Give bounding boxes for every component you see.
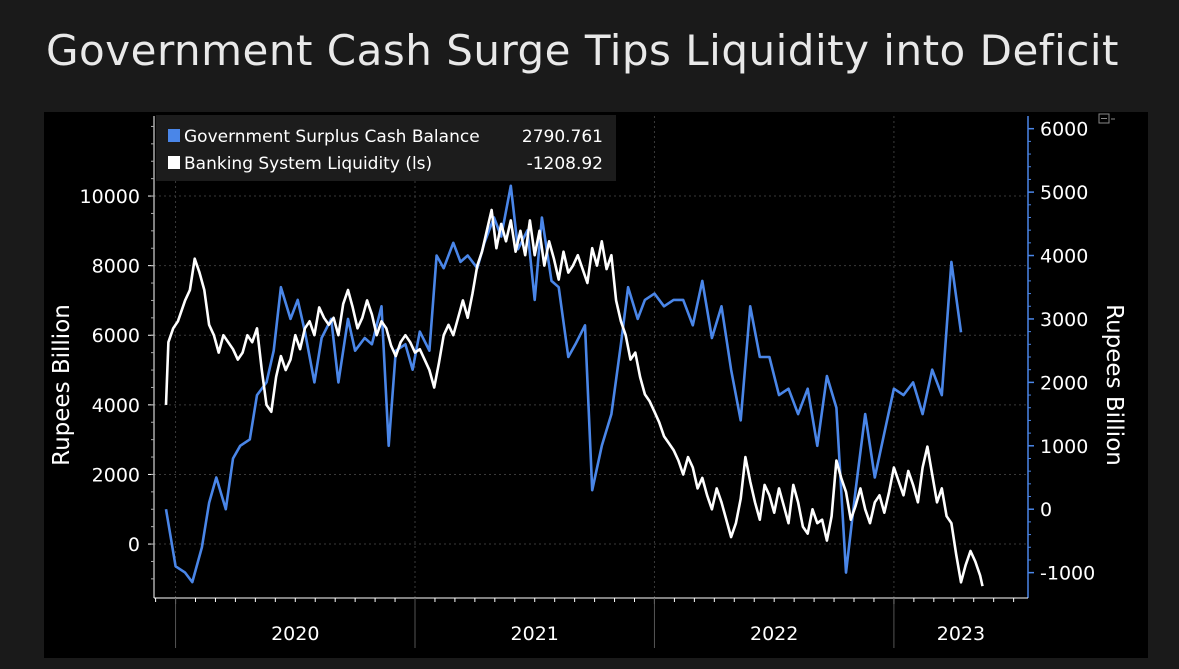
- left-tick-label: 2000: [92, 464, 140, 486]
- gridlines: [154, 116, 1028, 598]
- series-line-banking-system-liquidity: [164, 208, 984, 587]
- series-line-government-surplus-cash-balance: [164, 184, 963, 584]
- left-tick-label: 0: [128, 534, 140, 556]
- right-tick-label: 3000: [1040, 309, 1088, 331]
- left-tick-label: 8000: [92, 256, 140, 278]
- right-tick-label: 4000: [1040, 246, 1088, 268]
- right-tick-label: 5000: [1040, 182, 1088, 204]
- left-tick-label: 4000: [92, 395, 140, 417]
- axes: [153, 116, 1029, 604]
- left-axis-ticks: 10000 8000 6000 4000 2000 0: [80, 125, 154, 580]
- legend-label-government-surplus-cash-balance: Government Surplus Cash Balance: [184, 127, 480, 147]
- legend-value-government-surplus-cash-balance: 2790.761: [522, 127, 603, 147]
- left-tick-label: 6000: [92, 325, 140, 347]
- x-axis-year-label: 2020: [271, 623, 319, 645]
- y-axis-left-label: Rupees Billion: [49, 304, 75, 466]
- legend-background: [156, 115, 616, 181]
- legend-label-banking-system-liquidity: Banking System Liquidity (ls): [184, 154, 432, 174]
- x-axis-year-label: 2021: [511, 623, 559, 645]
- legend-swatch-banking-system-liquidity: [168, 156, 180, 169]
- x-axis-year-label: 2022: [750, 623, 798, 645]
- right-tick-label: 2000: [1040, 372, 1088, 394]
- left-tick-label: 10000: [80, 186, 140, 208]
- x-axis-years: 2020 2021 2022 2023: [175, 598, 985, 648]
- right-axis-ticks: 6000 5000 4000 3000 2000 1000 0 -1000: [1028, 119, 1095, 585]
- legend: Government Surplus Cash Balance 2790.761…: [156, 115, 616, 181]
- right-tick-label: -1000: [1040, 563, 1095, 585]
- legend-value-banking-system-liquidity: -1208.92: [527, 154, 603, 174]
- right-tick-label: 6000: [1040, 119, 1088, 141]
- chart-panel: 10000 8000 6000 4000 2000 0 6000 5000 4000 3000 2…: [44, 112, 1148, 658]
- chart-title: Government Cash Surge Tips Liquidity int…: [46, 26, 1119, 75]
- right-tick-label: 0: [1040, 499, 1052, 521]
- right-tick-label: 1000: [1040, 436, 1088, 458]
- chart-options-icon: [1098, 113, 1115, 124]
- legend-swatch-government-surplus-cash-balance: [168, 129, 180, 142]
- x-axis-year-label: 2023: [937, 623, 985, 645]
- y-axis-right-label: Rupees Billion: [1101, 304, 1127, 466]
